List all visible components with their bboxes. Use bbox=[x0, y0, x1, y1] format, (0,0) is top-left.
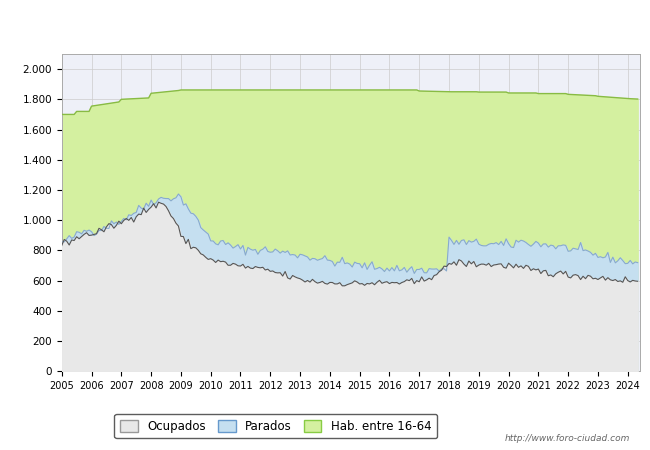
Text: Genovés - Evolucion de la poblacion en edad de Trabajar Mayo de 2024: Genovés - Evolucion de la poblacion en e… bbox=[86, 17, 564, 30]
Text: http://www.foro-ciudad.com: http://www.foro-ciudad.com bbox=[505, 434, 630, 443]
Legend: Ocupados, Parados, Hab. entre 16-64: Ocupados, Parados, Hab. entre 16-64 bbox=[114, 414, 437, 438]
